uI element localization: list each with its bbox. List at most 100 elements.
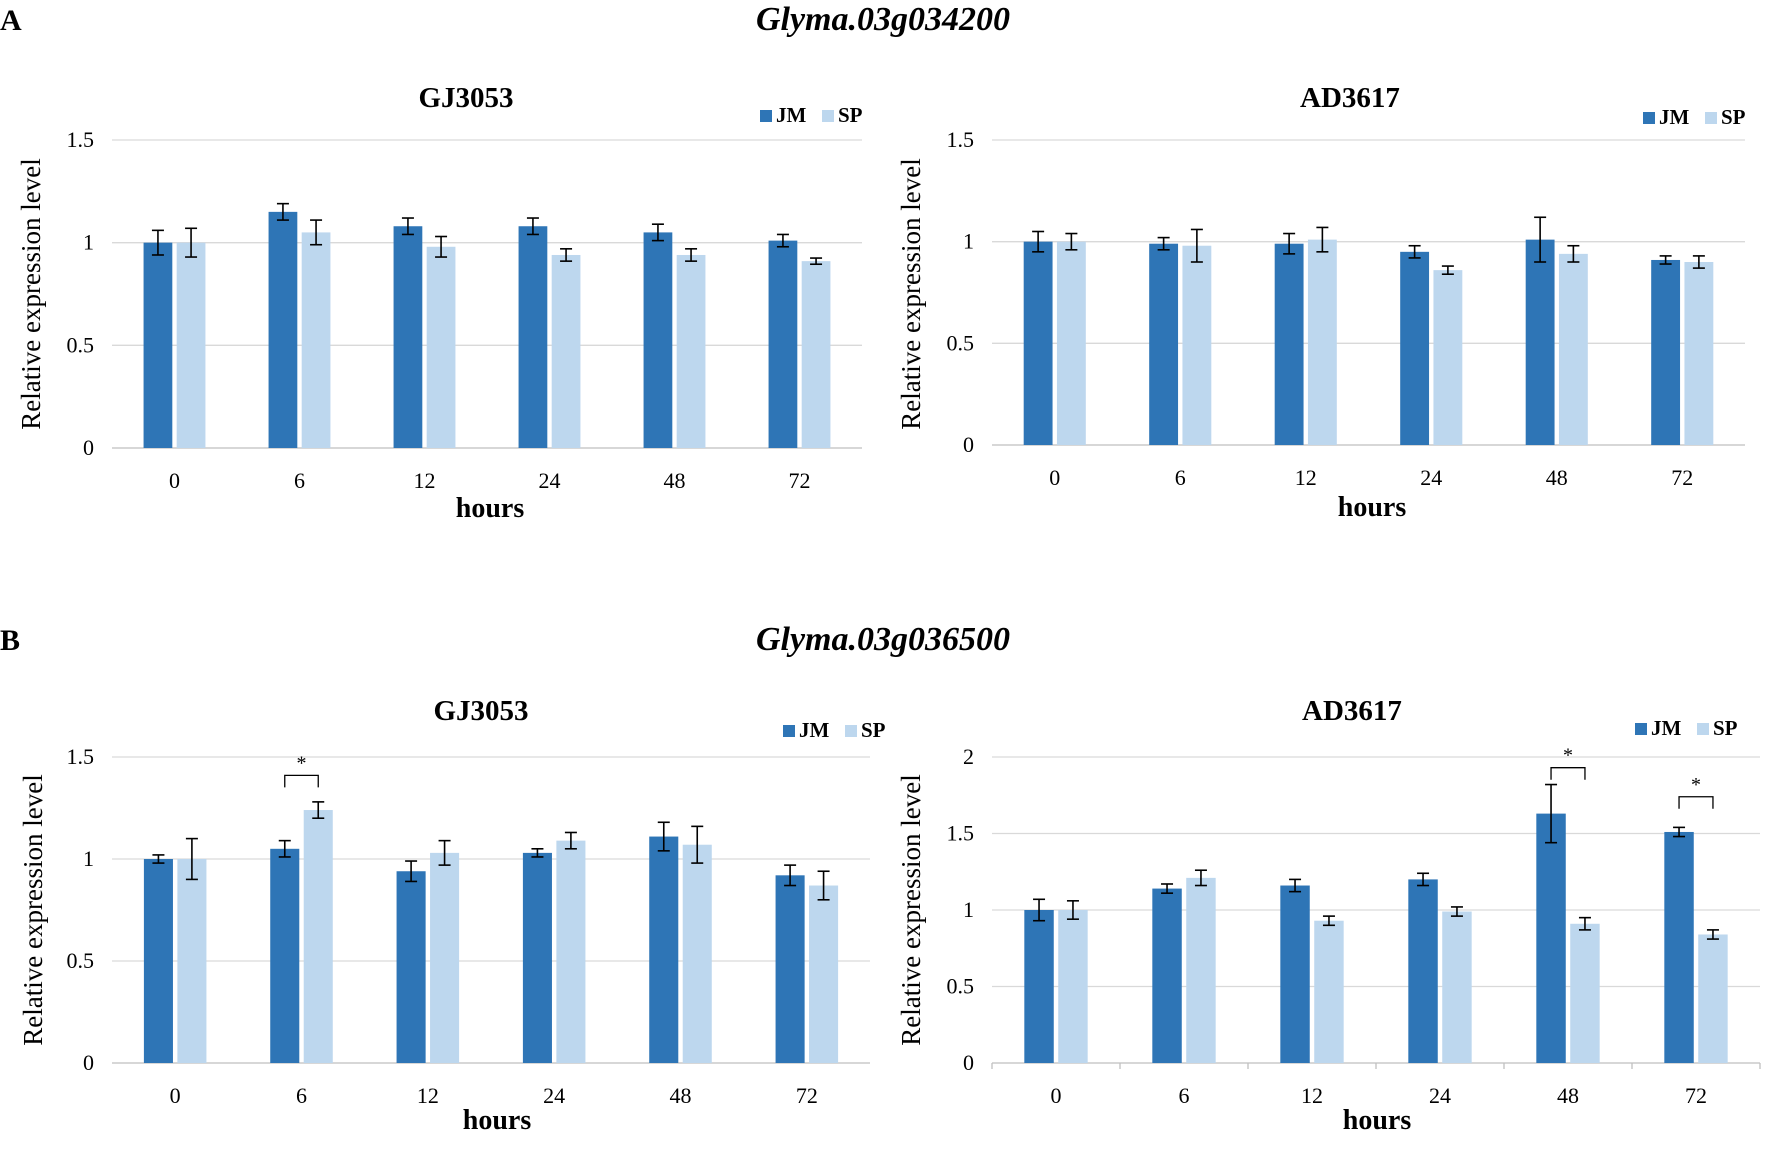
bar-sp-12 <box>426 246 456 448</box>
y-axis-label: Relative expression level <box>896 158 926 429</box>
x-axis-label: hours <box>463 1105 532 1136</box>
bar-jm-6 <box>1149 243 1179 445</box>
y-tick-label: 0.5 <box>67 948 95 973</box>
significance-label: * <box>1563 745 1573 767</box>
chart-1: 0 0.5 1 1.5 0 6 12 24 48 72 GJ3053 Relative express… <box>16 82 863 524</box>
x-axis-label: hours <box>1343 1105 1412 1136</box>
bar-jm-72 <box>1664 831 1694 1063</box>
gene-title-b: Glyma.03g036500 <box>756 621 1010 658</box>
legend-swatch-jm <box>1643 112 1655 124</box>
x-tick-label: 6 <box>294 468 305 493</box>
y-tick-label: 1.5 <box>67 744 95 769</box>
bar-jm-48 <box>1536 813 1566 1063</box>
significance-label: * <box>297 752 307 774</box>
legend-label-jm: JM <box>1659 105 1690 129</box>
x-tick-label: 12 <box>1295 465 1317 490</box>
x-tick-label: 0 <box>1049 465 1060 490</box>
bar-sp-48 <box>1558 253 1588 445</box>
bar-jm-24 <box>518 226 548 448</box>
chart-title: GJ3053 <box>418 82 513 114</box>
x-tick-label: 72 <box>1671 465 1693 490</box>
bar-jm-24 <box>1400 251 1430 445</box>
panel-letter-a: A <box>0 4 22 37</box>
x-tick-label: 12 <box>414 468 436 493</box>
bar-jm-24 <box>522 852 552 1063</box>
bar-jm-6 <box>270 848 300 1063</box>
legend-swatch-jm <box>760 110 772 122</box>
bar-sp-24 <box>556 840 586 1063</box>
x-tick-label: 48 <box>1557 1083 1579 1108</box>
y-tick-label: 2 <box>963 744 974 769</box>
y-axis-label: Relative expression level <box>896 774 926 1045</box>
significance-bracket <box>284 774 319 788</box>
legend-label-sp: SP <box>838 103 863 127</box>
legend: JM SP <box>760 103 863 127</box>
bar-sp-12 <box>1314 920 1344 1063</box>
legend-label-jm: JM <box>1651 716 1682 740</box>
bar-jm-6 <box>268 211 298 448</box>
bar-jm-12 <box>393 226 423 448</box>
bar-sp-72 <box>1698 934 1728 1063</box>
bar-sp-48 <box>676 254 706 448</box>
x-tick-label: 12 <box>1301 1083 1323 1108</box>
legend-swatch-sp <box>822 110 834 122</box>
y-tick-label: 0 <box>963 1050 974 1075</box>
bar-jm-48 <box>643 232 673 448</box>
bar-sp-6 <box>303 810 333 1063</box>
bar-jm-48 <box>649 836 679 1063</box>
y-tick-label: 0.5 <box>947 330 975 355</box>
bar-jm-0 <box>1023 241 1053 445</box>
x-tick-label: 72 <box>796 1083 818 1108</box>
bar-jm-12 <box>1274 243 1304 445</box>
gene-title-a: Glyma.03g034200 <box>756 1 1010 38</box>
chart-3: 0 0.5 1 1.5 0 6 * 12 24 48 72 GJ3053 Relative expres… <box>18 695 886 1136</box>
bar-sp-24 <box>1442 911 1472 1063</box>
significance-bracket <box>1550 767 1586 780</box>
y-tick-label: 1 <box>963 897 974 922</box>
legend: JM SP <box>783 718 886 742</box>
legend: JM SP <box>1635 716 1738 740</box>
y-tick-label: 0 <box>83 435 94 460</box>
y-tick-label: 0.5 <box>947 974 975 999</box>
y-tick-label: 0 <box>963 432 974 457</box>
y-tick-label: 1 <box>963 229 974 254</box>
y-tick-label: 1.5 <box>67 127 95 152</box>
significance-bracket <box>1678 796 1714 809</box>
legend-swatch-sp <box>1705 112 1717 124</box>
bar-jm-0 <box>143 242 173 448</box>
x-tick-label: 0 <box>1051 1083 1062 1108</box>
bar-sp-0 <box>1058 910 1088 1063</box>
bar-jm-6 <box>1152 888 1182 1063</box>
y-tick-label: 0.5 <box>67 332 95 357</box>
x-tick-label: 48 <box>670 1083 692 1108</box>
bar-jm-72 <box>775 875 805 1063</box>
y-tick-label: 1.5 <box>947 821 975 846</box>
bar-sp-6 <box>1186 877 1216 1063</box>
y-tick-label: 1 <box>83 230 94 255</box>
bar-sp-0 <box>177 859 207 1063</box>
legend-swatch-jm <box>783 725 795 737</box>
bar-jm-72 <box>1651 259 1681 445</box>
legend-label-jm: JM <box>799 718 830 742</box>
chart-title: AD3617 <box>1302 695 1402 727</box>
legend-label-jm: JM <box>776 103 807 127</box>
bar-sp-48 <box>682 844 712 1063</box>
y-tick-label: 0 <box>83 1050 94 1075</box>
bar-jm-12 <box>396 871 426 1063</box>
bar-jm-72 <box>768 240 798 448</box>
x-tick-label: 6 <box>1175 465 1186 490</box>
x-tick-label: 48 <box>1546 465 1568 490</box>
legend-swatch-jm <box>1635 723 1647 735</box>
bar-jm-24 <box>1408 879 1438 1063</box>
bar-sp-12 <box>1307 239 1337 445</box>
x-tick-label: 72 <box>1685 1083 1707 1108</box>
bar-sp-48 <box>1570 923 1600 1063</box>
x-tick-label: 24 <box>1420 465 1442 490</box>
x-tick-label: 0 <box>169 468 180 493</box>
significance-label: * <box>1691 774 1701 796</box>
legend: JM SP <box>1643 105 1746 129</box>
panel-letter-b: B <box>0 624 20 657</box>
x-tick-label: 24 <box>1429 1083 1451 1108</box>
